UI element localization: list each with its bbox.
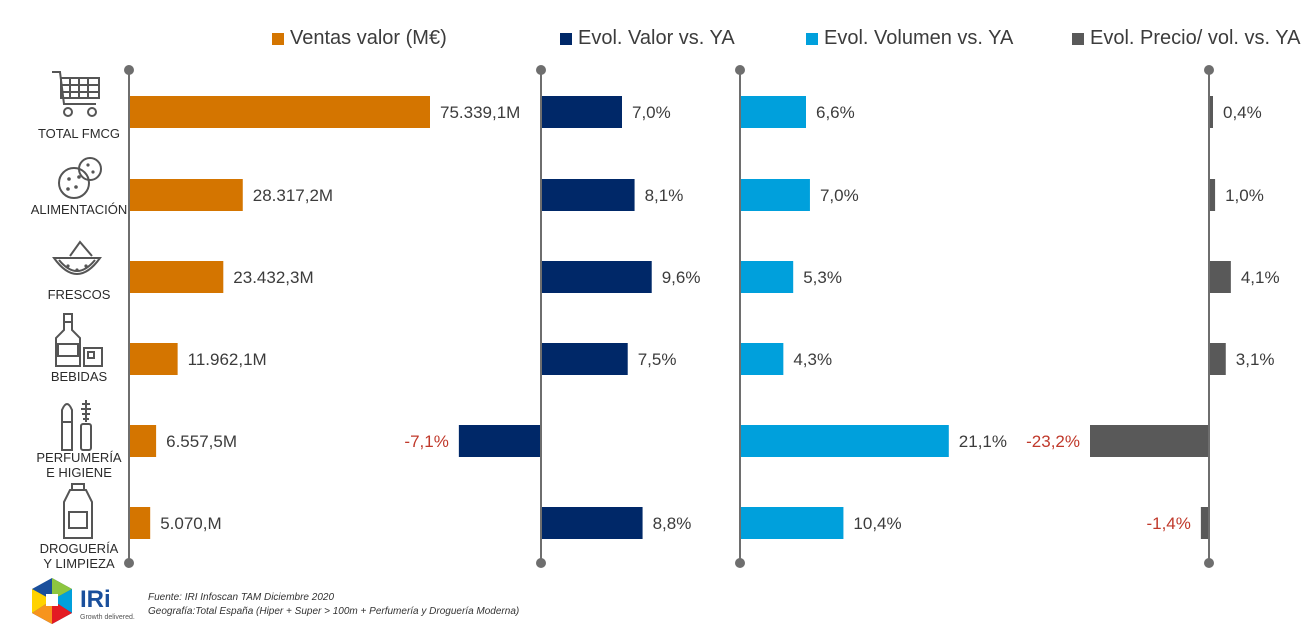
data-label: 0,4% [1223,103,1262,122]
data-label: -23,2% [1026,432,1080,451]
cookie-icon [58,157,102,199]
category-label: TOTAL FMCG [20,126,138,141]
legend-swatch [806,32,818,45]
category-label-line: ALIMENTACIÓN [30,202,128,217]
logo-name: IRi [80,586,111,613]
iri-logo-icon [32,578,72,624]
category-label: ALIMENTACIÓN [20,202,138,217]
category-label: FRESCOS [20,287,138,302]
detergent-bottle-icon [63,483,93,539]
axis-cap-bottom [1204,558,1214,568]
legend-item: Ventas valor (M€) [272,27,447,50]
bar [542,507,643,539]
legend-item: Evol. Valor vs. YA [560,27,735,50]
bar [741,179,810,211]
axis-cap-top [124,65,134,75]
logo-tagline: Growth delivered. [80,614,135,621]
axis-cap-top [536,65,546,75]
legend-label: Evol. Valor vs. YA [578,27,735,49]
bar [1210,261,1231,293]
category-label-line: DROGUERÍA [39,541,119,556]
bar [1210,96,1213,128]
data-label: -7,1% [404,432,448,451]
bar [130,96,430,128]
category-label: BEBIDAS [20,369,138,384]
data-label: 9,6% [662,268,701,287]
category-label-line: TOTAL FMCG [37,126,121,141]
data-label: 5.070,M [160,514,221,533]
category-label-line: FRESCOS [47,287,111,302]
legend-swatch [272,32,284,45]
bar [741,343,784,375]
axis-cap-bottom [124,558,134,568]
axis-cap-bottom [536,558,546,568]
legend-label: Ventas valor (M€) [290,27,447,49]
data-label: -1,4% [1146,514,1190,533]
data-label: 1,0% [1225,186,1264,205]
category-label: DROGUERÍA Y LIMPIEZA [20,541,138,571]
geography-note: Geografía:Total España (Hiper + Super > … [148,606,520,617]
data-label: 21,1% [959,432,1007,451]
bar [741,261,794,293]
data-label: 23.432,3M [233,268,313,287]
data-label: 10,4% [853,514,901,533]
lipstick-mascara-icon [61,400,92,451]
data-label: 8,8% [653,514,692,533]
category-label-line: E HIGIENE [46,465,112,480]
legend-label: Evol. Precio/ vol. vs. YA [1090,27,1301,49]
bar [741,507,844,539]
axis-cap-top [1204,65,1214,75]
axis-cap-top [735,65,745,75]
bottle-glass-icon [55,313,103,367]
data-label: 7,5% [638,350,677,369]
bar [458,425,540,457]
bar [542,179,635,211]
legend-swatch [560,32,572,45]
data-label: 8,1% [645,186,684,205]
source-note: Fuente: IRI Infoscan TAM Diciembre 2020 [148,592,335,603]
fruit-slice-icon [52,240,102,275]
data-label: 11.962,1M [188,350,267,369]
bar [741,425,949,457]
data-label: 75.339,1M [440,103,520,122]
data-label: 7,0% [632,103,671,122]
bar [542,343,628,375]
bar [130,343,178,375]
category-label-line: Y LIMPIEZA [43,556,115,571]
bar [130,261,224,293]
data-label: 4,3% [793,350,832,369]
legend-item: Evol. Precio/ vol. vs. YA [1072,27,1300,50]
bar [1210,343,1226,375]
legend-item: Evol. Volumen vs. YA [806,27,1013,50]
bar [130,507,151,539]
legend-swatch [1072,32,1084,45]
category-label-line: PERFUMERÍA [36,450,122,465]
bar [1210,179,1216,211]
bar [1090,425,1208,457]
data-label: 6,6% [816,103,855,122]
bar [1200,507,1208,539]
bar [542,261,652,293]
category-label-line: BEBIDAS [50,369,108,384]
data-label: 3,1% [1236,350,1275,369]
data-label: 28.317,2M [253,186,333,205]
shopping-cart-icon [52,71,100,117]
bar [542,96,622,128]
bar [741,96,806,128]
data-label: 7,0% [820,186,859,205]
legend-label: Evol. Volumen vs. YA [824,27,1014,49]
bar [130,179,243,211]
data-label: 5,3% [803,268,842,287]
axis-cap-bottom [735,558,745,568]
data-label: 6.557,5M [166,432,237,451]
bar [130,425,157,457]
data-label: 4,1% [1241,268,1280,287]
category-label: PERFUMERÍA E HIGIENE [20,450,138,480]
